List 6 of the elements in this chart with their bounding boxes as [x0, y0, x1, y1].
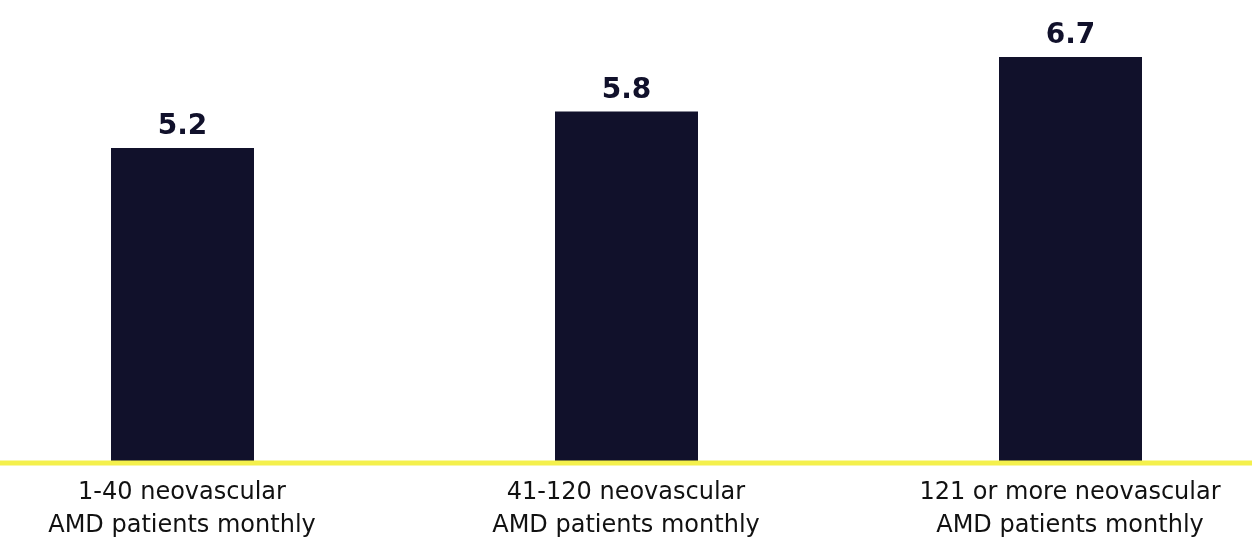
- data-label: 5.2: [157, 107, 208, 141]
- x-tick-label: 41-120 neovascular AMD patients monthly: [492, 477, 760, 538]
- data-label: 5.8: [601, 71, 652, 105]
- data-label: 6.7: [1045, 17, 1096, 50]
- x-tick-label: 1-40 neovascular AMD patients monthly: [48, 477, 316, 538]
- x-tick-label: 121 or more neovascular AMD patients monthly: [919, 477, 1221, 538]
